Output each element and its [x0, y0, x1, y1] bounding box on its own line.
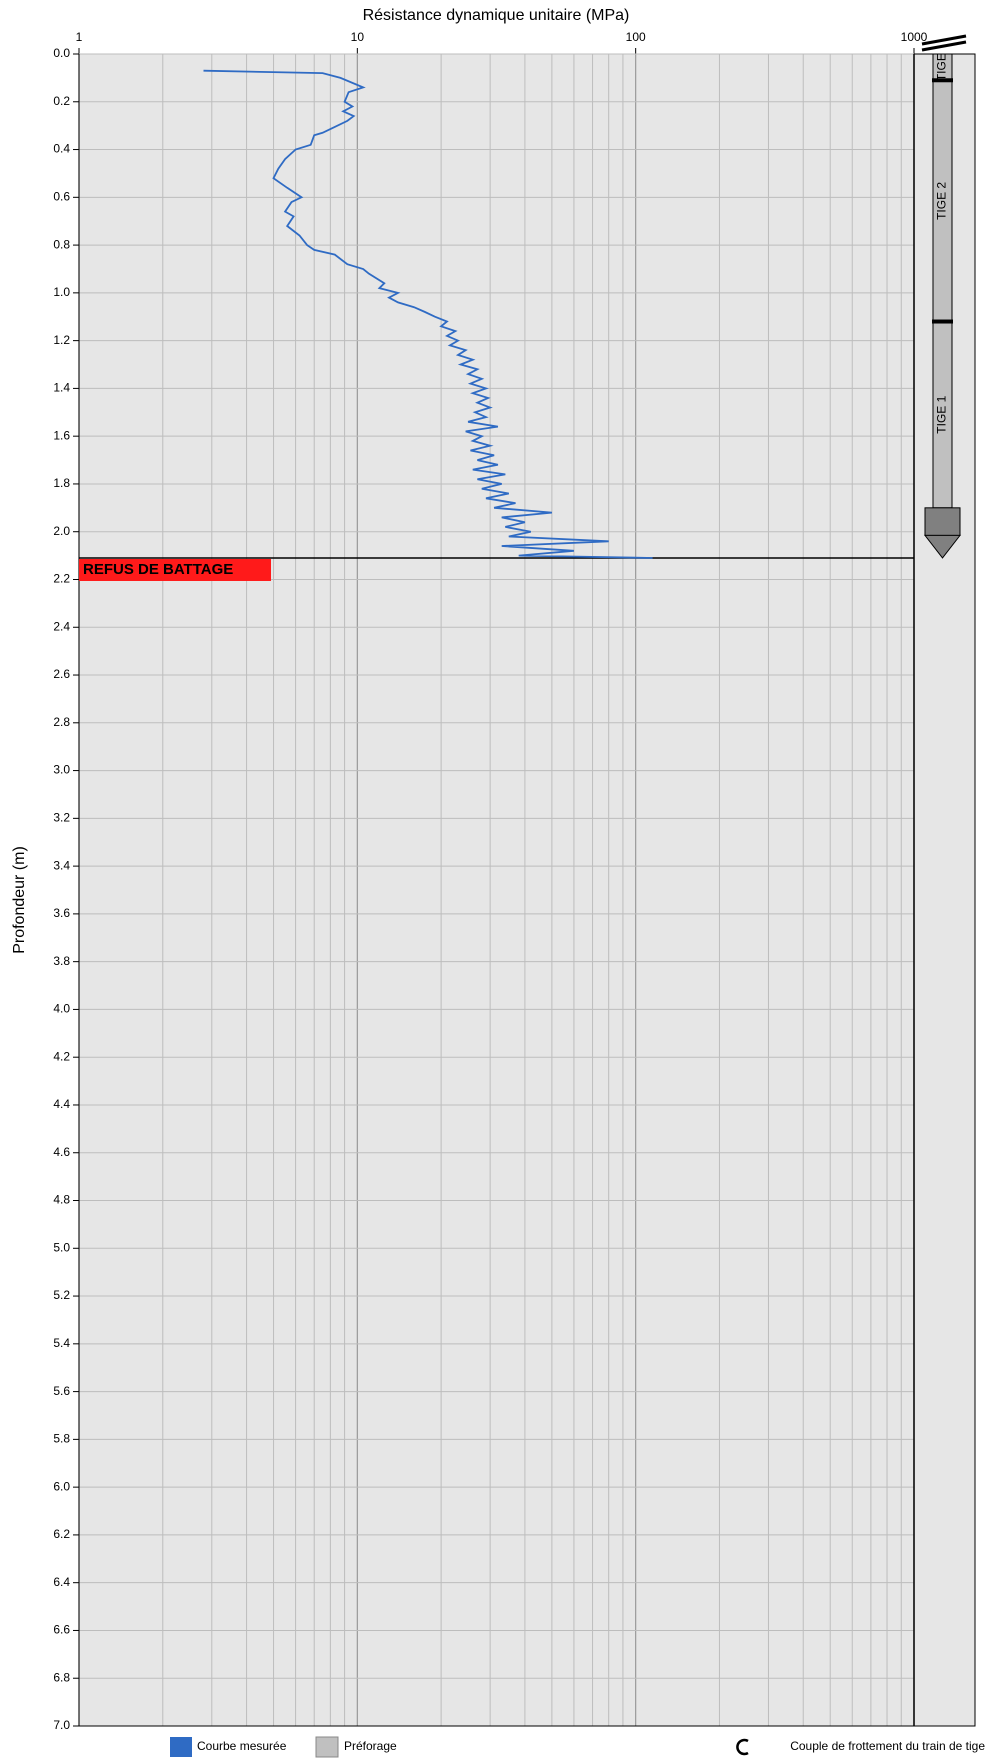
y-tick-label: 3.4	[53, 858, 70, 872]
y-tick-label: 1.8	[53, 476, 70, 490]
rod-tip-box	[924, 507, 961, 536]
x-tick-label: 100	[626, 30, 646, 44]
y-axis-title: Profondeur (m)	[11, 846, 28, 954]
y-tick-label: 4.4	[53, 1097, 70, 1111]
y-tick-label: 0.2	[53, 94, 70, 108]
rod-label: TIGE 1	[935, 395, 949, 433]
y-tick-label: 2.6	[53, 667, 70, 681]
x-tick-label: 10	[351, 30, 365, 44]
y-tick-label: 2.4	[53, 619, 70, 633]
y-tick-label: 5.0	[53, 1240, 70, 1254]
y-tick-label: 1.0	[53, 285, 70, 299]
refusal-box	[79, 558, 271, 581]
y-tick-label: 1.4	[53, 381, 70, 395]
plot-background	[79, 54, 914, 1726]
rod-cut	[921, 34, 967, 46]
y-tick-label: 2.2	[53, 572, 70, 586]
y-tick-label: 3.2	[53, 811, 70, 825]
y-tick-label: 1.6	[53, 428, 70, 442]
y-tick-label: 0.6	[53, 189, 70, 203]
y-tick-label: 4.2	[53, 1049, 70, 1063]
y-tick-label: 6.8	[53, 1670, 70, 1684]
y-tick-label: 6.2	[53, 1527, 70, 1541]
rod-joint	[932, 319, 953, 324]
data-line	[203, 69, 653, 559]
y-tick-label: 0.8	[53, 237, 70, 251]
legend-label: Préforage	[344, 1739, 397, 1753]
y-tick-label: 0.4	[53, 142, 70, 156]
refusal-label: REFUS DE BATTAGE	[83, 561, 233, 578]
rod-tip-cone	[923, 534, 962, 559]
x-tick-label: 1000	[901, 30, 928, 44]
y-tick-label: 2.0	[53, 524, 70, 538]
rod-cut	[921, 40, 967, 52]
y-tick-label: 4.8	[53, 1193, 70, 1207]
x-axis-title: Résistance dynamique unitaire (MPa)	[363, 7, 630, 24]
rod-label: TIGE	[935, 53, 949, 81]
rod-label: TIGE 2	[935, 182, 949, 220]
legend-icon	[736, 1738, 749, 1756]
y-tick-label: 4.6	[53, 1145, 70, 1159]
legend-swatch	[315, 1736, 339, 1758]
y-tick-label: 6.4	[53, 1575, 70, 1589]
y-tick-label: 5.4	[53, 1336, 70, 1350]
legend-label: Couple de frottement du train de tige	[790, 1739, 985, 1753]
y-tick-label: 5.6	[53, 1384, 70, 1398]
y-tick-label: 7.0	[53, 1718, 70, 1732]
y-tick-label: 3.8	[53, 954, 70, 968]
y-tick-label: 4.0	[53, 1002, 70, 1016]
y-tick-label: 2.8	[53, 715, 70, 729]
y-tick-label: 0.0	[53, 46, 70, 60]
y-tick-label: 3.0	[53, 763, 70, 777]
y-tick-label: 5.2	[53, 1288, 70, 1302]
y-tick-label: 5.8	[53, 1432, 70, 1446]
y-tick-label: 3.6	[53, 906, 70, 920]
y-tick-label: 1.2	[53, 333, 70, 347]
y-tick-label: 6.0	[53, 1479, 70, 1493]
legend-label: Courbe mesurée	[197, 1739, 287, 1753]
rod-joint	[932, 78, 953, 83]
x-tick-label: 1	[76, 30, 83, 44]
legend-swatch	[170, 1737, 192, 1757]
y-tick-label: 6.6	[53, 1623, 70, 1637]
